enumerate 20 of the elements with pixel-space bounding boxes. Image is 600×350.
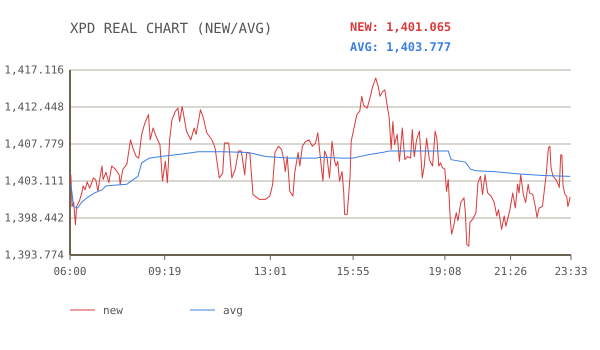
chart-title: XPD REAL CHART (NEW/AVG): [70, 21, 272, 37]
line-series: [70, 78, 571, 247]
x-tick-label: 06:00: [53, 265, 87, 278]
x-tick-label: 13:01: [254, 265, 287, 278]
y-tick-label: 1,412.448: [4, 100, 64, 114]
x-tick-label: 09:19: [148, 265, 182, 278]
y-tick-label: 1,417.116: [4, 64, 64, 77]
text: AVG: 1,403.777: [350, 40, 452, 54]
y-tick-label: 1,398.442: [4, 212, 64, 225]
y-tick-label: 1,393.774: [4, 248, 64, 262]
y-tick-label: 1,407.779: [4, 138, 64, 151]
y-tick-label: 1,403.111: [4, 174, 64, 188]
x-tick-label: 15:55: [336, 265, 370, 278]
line-series: [70, 150, 571, 209]
x-tick-label: 21:26: [494, 265, 528, 278]
legend-label: new: [103, 304, 124, 317]
x-tick-label: 19:08: [428, 265, 462, 278]
text: NEW: 1,401.065: [350, 20, 452, 34]
x-tick-label: 23:33: [554, 265, 588, 278]
legend-label: avg: [223, 304, 243, 317]
